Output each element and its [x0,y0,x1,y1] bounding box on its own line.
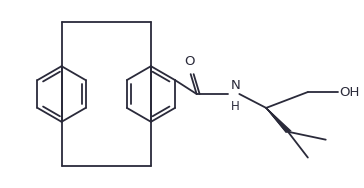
Text: H: H [230,100,239,113]
Text: OH: OH [340,86,360,99]
Text: N: N [230,79,240,92]
Text: O: O [185,55,195,68]
